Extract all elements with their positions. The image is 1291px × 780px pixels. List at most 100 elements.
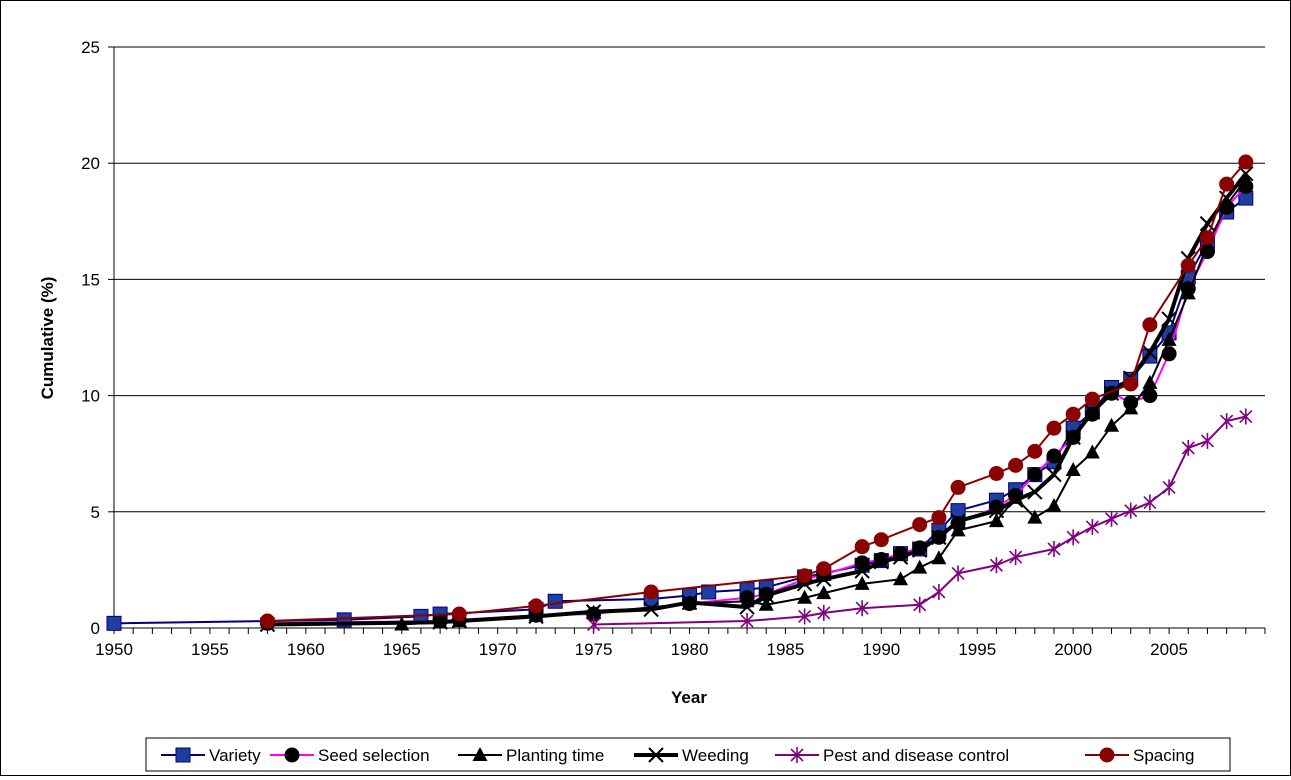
data-point-weeding — [873, 554, 890, 570]
data-point-pest-and-disease-control — [817, 604, 831, 621]
data-point-spacing — [1238, 154, 1254, 170]
data-point-planting-time — [893, 571, 909, 586]
data-point-pest-and-disease-control — [1181, 439, 1195, 456]
data-point-pest-and-disease-control — [1143, 494, 1157, 511]
y-tick-label: 5 — [91, 503, 100, 522]
data-point-planting-time — [950, 522, 966, 537]
data-point-spacing — [1142, 317, 1158, 333]
data-point-planting-time — [1123, 400, 1139, 415]
data-point-pest-and-disease-control — [740, 613, 754, 630]
marker-stroke — [1199, 215, 1216, 232]
legend-item-planting-time: Planting time — [458, 746, 604, 765]
data-point-weeding — [1103, 385, 1120, 401]
y-tick-label: 20 — [81, 154, 100, 173]
legend-item-spacing: Spacing — [1085, 746, 1194, 765]
x-tick-label: 1960 — [287, 640, 325, 659]
marker-stroke — [758, 587, 774, 604]
data-point-weeding — [854, 563, 870, 579]
marker-stroke — [911, 542, 928, 558]
data-point-weeding — [1046, 466, 1062, 483]
x-tick-label: 1970 — [479, 640, 517, 659]
data-point-seed-selection — [1046, 448, 1062, 464]
data-point-weeding — [432, 614, 448, 630]
marker-stroke — [950, 513, 966, 529]
legend-label: Planting time — [506, 746, 604, 765]
data-point-planting-time — [758, 596, 774, 611]
data-point-spacing — [643, 584, 659, 600]
marker-stroke — [432, 614, 448, 630]
x-tick-label: 1975 — [575, 640, 613, 659]
data-point-weeding — [1238, 165, 1254, 182]
data-point-spacing — [797, 568, 813, 584]
legend-label: Variety — [209, 746, 261, 765]
marker-stroke — [585, 604, 602, 620]
data-point-pest-and-disease-control — [1124, 502, 1138, 519]
data-point-weeding — [931, 529, 947, 546]
data-point-variety — [106, 615, 122, 631]
y-tick-label: 0 — [91, 619, 100, 638]
data-point-pest-and-disease-control — [798, 608, 812, 625]
series-line-spacing — [267, 161, 1247, 623]
data-point-pest-and-disease-control — [1162, 479, 1176, 496]
data-point-pest-and-disease-control — [855, 600, 869, 617]
marker-stroke — [1007, 492, 1024, 508]
series-line-planting-time — [401, 178, 1247, 626]
y-axis-title: Cumulative (%) — [38, 277, 57, 400]
data-point-planting-time — [1180, 285, 1196, 300]
data-point-pest-and-disease-control — [1047, 540, 1061, 557]
data-point-planting-time — [816, 585, 832, 600]
data-point-weeding — [1199, 215, 1216, 232]
legend-item-seed-selection: Seed selection — [270, 746, 430, 765]
data-point-spacing — [931, 510, 947, 526]
data-point-spacing — [451, 606, 467, 622]
data-point-weeding — [1065, 429, 1081, 446]
x-tick-label: 1980 — [671, 640, 709, 659]
data-point-weeding — [585, 604, 602, 620]
marker-stroke — [931, 529, 947, 546]
series-spacing — [259, 154, 1254, 629]
data-point-planting-time — [1161, 331, 1177, 346]
data-point-pest-and-disease-control — [1200, 432, 1215, 449]
data-point-pest-and-disease-control — [1085, 518, 1099, 535]
legend: Variety Seed selection Planting time Weedin… — [145, 737, 1231, 772]
data-point-spacing — [528, 598, 544, 614]
marker-stroke — [681, 594, 698, 611]
data-point-weeding — [950, 513, 966, 529]
data-point-spacing — [912, 517, 928, 533]
data-point-planting-time — [854, 575, 870, 590]
y-tick-label: 15 — [81, 270, 100, 289]
marker-stroke — [1161, 311, 1177, 327]
data-point-planting-time — [1238, 171, 1254, 186]
series-variety — [106, 190, 1254, 631]
data-point-pest-and-disease-control — [1009, 549, 1023, 566]
data-point-spacing — [1199, 230, 1215, 246]
data-point-pest-and-disease-control — [1220, 413, 1234, 430]
data-point-weeding — [988, 502, 1005, 519]
data-point-planting-time — [1084, 444, 1100, 459]
legend-swatch-marker — [284, 747, 300, 763]
marker-stroke — [1027, 484, 1043, 500]
marker-stroke — [1065, 429, 1081, 446]
marker-stroke — [1218, 190, 1235, 206]
data-point-weeding — [1218, 190, 1235, 206]
data-point-spacing — [988, 465, 1004, 481]
marker-stroke — [648, 747, 664, 763]
data-point-spacing — [1180, 257, 1196, 273]
data-point-weeding — [739, 599, 755, 615]
legend-label: Pest and disease control — [823, 746, 1009, 765]
data-point-weeding — [681, 594, 698, 611]
data-point-variety — [547, 593, 563, 609]
data-point-weeding — [1027, 484, 1043, 500]
legend-swatch-marker — [472, 747, 488, 761]
x-tick-label: 1955 — [191, 640, 229, 659]
data-point-spacing — [854, 539, 870, 555]
x-tick-label: 2005 — [1150, 640, 1188, 659]
data-point-planting-time — [1219, 197, 1235, 212]
marker-stroke — [1238, 165, 1254, 182]
data-point-pest-and-disease-control — [932, 583, 946, 600]
data-point-spacing — [1219, 176, 1235, 192]
data-point-pest-and-disease-control — [1239, 408, 1253, 425]
x-tick-label: 1950 — [95, 640, 133, 659]
marker-stroke — [1084, 404, 1101, 420]
